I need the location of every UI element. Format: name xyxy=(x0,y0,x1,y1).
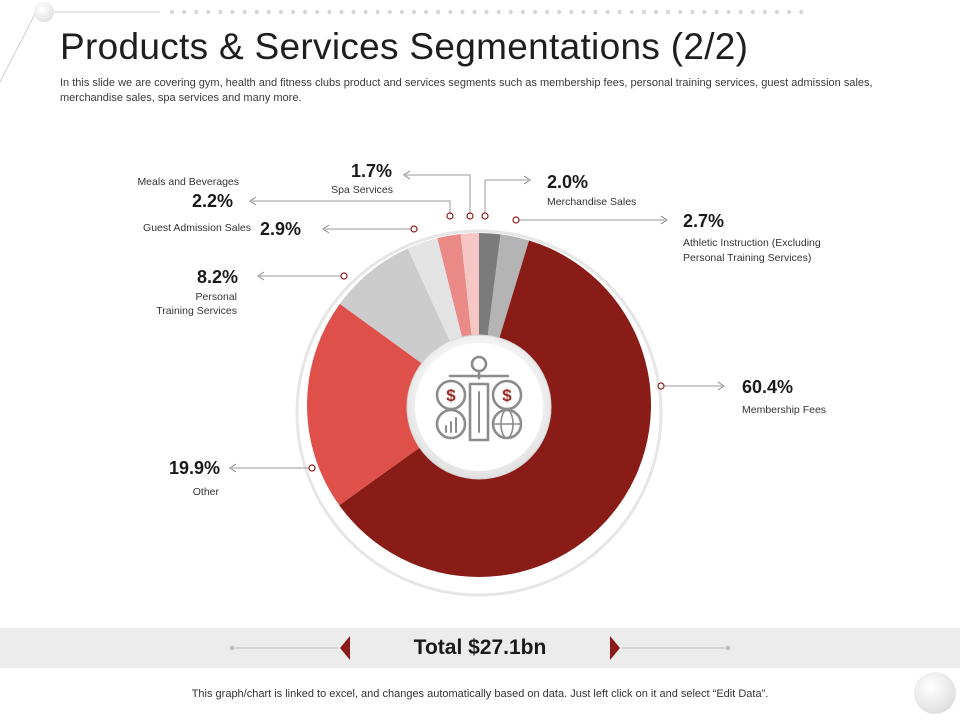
label-personal-name-line1: Personal xyxy=(196,291,237,303)
top-dot xyxy=(496,10,501,14)
corner-sphere-decoration xyxy=(914,672,956,714)
total-value: Total $27.1bn xyxy=(413,636,547,659)
label-membership-name: Membership Fees xyxy=(742,404,826,416)
top-dot xyxy=(726,10,731,14)
label-other-pct: 19.9% xyxy=(169,458,220,478)
top-dot xyxy=(629,10,634,14)
top-dot xyxy=(412,10,416,14)
top-dot xyxy=(678,10,683,14)
label-athletic-name-line2: Personal Training Services) xyxy=(683,252,811,264)
top-dot xyxy=(690,10,695,14)
top-dot xyxy=(581,10,586,14)
label-meals-name: Meals and Beverages xyxy=(137,176,239,188)
top-dot xyxy=(254,10,259,14)
top-dot xyxy=(351,10,356,14)
label-guest-pct: 2.9% xyxy=(260,219,301,239)
top-dot xyxy=(315,10,320,14)
label-spa-pct: 1.7% xyxy=(351,161,392,181)
top-dot xyxy=(387,10,392,14)
top-dot xyxy=(641,10,646,14)
leader-arrowheads xyxy=(229,170,725,473)
label-other-name: Other xyxy=(193,486,220,498)
top-dot xyxy=(787,10,792,14)
top-dot xyxy=(339,10,344,14)
total-bar xyxy=(0,628,960,668)
label-personal-name-line2: Training Services xyxy=(156,305,237,317)
top-dot xyxy=(436,10,441,14)
top-dot xyxy=(738,10,743,14)
top-dot xyxy=(557,10,562,14)
top-dot-row xyxy=(170,10,804,14)
top-dot xyxy=(363,10,368,14)
top-dot xyxy=(170,10,174,14)
finance-scale-icon xyxy=(435,355,523,442)
top-dot xyxy=(508,10,513,14)
top-dot xyxy=(218,10,223,14)
top-dot xyxy=(762,10,767,14)
outer-ring xyxy=(295,229,663,597)
top-dot xyxy=(472,10,477,14)
page-title: Products & Services Segmentations (2/2) xyxy=(60,26,749,67)
dollar-icon-right: $ xyxy=(502,386,512,405)
label-athletic-name-line1: Athletic Instruction (Excluding xyxy=(683,237,821,249)
leader-dots xyxy=(308,212,665,472)
corner-line xyxy=(0,11,37,83)
top-dot xyxy=(714,10,719,14)
label-membership-pct: 60.4% xyxy=(742,377,793,397)
label-meals-pct: 2.2% xyxy=(192,191,233,211)
top-dot xyxy=(654,10,658,14)
label-merchandise-pct: 2.0% xyxy=(547,172,588,192)
label-athletic-pct: 2.7% xyxy=(683,211,724,231)
top-dot xyxy=(303,10,308,14)
top-dot xyxy=(206,10,211,14)
label-merchandise-name: Merchandise Sales xyxy=(547,196,636,208)
top-dot xyxy=(775,10,779,14)
top-dot xyxy=(278,10,283,14)
top-dot xyxy=(230,10,235,14)
top-dot xyxy=(617,10,622,14)
top-dot xyxy=(799,10,804,14)
top-dot xyxy=(424,10,429,14)
top-dot xyxy=(194,10,199,14)
label-personal-pct: 8.2% xyxy=(197,267,238,287)
footer-note: This graph/chart is linked to excel, and… xyxy=(191,688,769,700)
top-dot xyxy=(666,10,671,14)
top-dot xyxy=(266,10,271,14)
top-dot xyxy=(605,10,610,14)
dollar-icon-left: $ xyxy=(446,386,456,405)
label-spa-name: Spa Services xyxy=(331,184,393,196)
top-dot xyxy=(182,10,187,14)
leader-lines xyxy=(232,174,722,469)
top-dot xyxy=(593,10,598,14)
top-dot xyxy=(533,10,537,14)
top-dot xyxy=(702,10,707,14)
top-dot xyxy=(399,10,404,14)
donut-slice-other xyxy=(307,303,479,506)
top-dot xyxy=(484,10,489,14)
top-dot xyxy=(375,10,380,14)
top-dot xyxy=(327,10,332,14)
top-dot xyxy=(545,10,550,14)
top-dot xyxy=(242,10,247,14)
label-guest-name: Guest Admission Sales xyxy=(143,222,251,234)
top-dot xyxy=(448,10,453,14)
page-subtitle: In this slide we are covering gym, healt… xyxy=(60,77,873,104)
top-dot xyxy=(291,10,295,14)
top-dot xyxy=(750,10,755,14)
top-dot xyxy=(520,10,525,14)
top-dot xyxy=(460,10,465,14)
top-dot xyxy=(569,10,574,14)
top-sphere-decoration xyxy=(34,2,54,22)
